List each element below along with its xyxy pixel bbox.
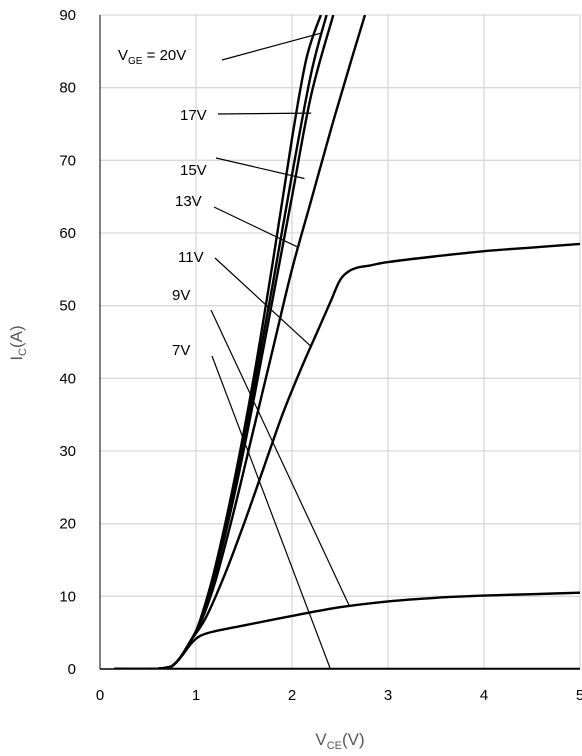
ann-15v-label: 15V — [180, 162, 207, 179]
ann-9v-label: 9V — [172, 287, 190, 304]
ann-20v-label: VGE = 20V — [118, 47, 186, 67]
x-tick-label: 4 — [480, 687, 488, 704]
y-tick-label: 60 — [59, 225, 76, 242]
x-tick-label: 2 — [288, 687, 296, 704]
ann-17v-leader — [217, 112, 312, 115]
y-tick-label: 10 — [59, 588, 76, 605]
ann-20v-leader — [221, 32, 321, 61]
x-tick-label: 1 — [192, 687, 200, 704]
series-line-11v — [114, 242, 581, 669]
y-tick-label: 50 — [59, 298, 76, 315]
y-tick-label: 0 — [68, 661, 76, 678]
ann-13v-leader — [213, 206, 299, 249]
y-tick-label: 20 — [59, 516, 76, 533]
series-line-13v — [114, 15, 367, 669]
y-tick-label: 30 — [59, 443, 76, 460]
x-tick-label: 5 — [576, 687, 582, 704]
ann-13v-label: 13V — [175, 193, 202, 210]
y-tick-label: 70 — [59, 152, 76, 169]
ann-9v-leader — [210, 309, 351, 607]
ann-7v-leader — [211, 355, 331, 670]
series-group — [114, 15, 581, 669]
ann-11v-leader — [214, 257, 311, 347]
y-axis-title: IC(A) — [7, 325, 29, 360]
ann-11v-label: 11V — [178, 249, 204, 266]
y-tick-label: 80 — [59, 80, 76, 97]
y-tick-label: 40 — [59, 370, 76, 387]
x-axis-title: VCE(V) — [315, 730, 364, 752]
ann-17v-label: 17V — [180, 107, 207, 124]
grid — [100, 14, 581, 669]
annotations: VGE = 20V 17V 15V 13V 11V 9V 7V — [118, 32, 351, 670]
ann-15v-leader — [215, 157, 305, 180]
series-line-9v — [114, 591, 581, 669]
ann-7v-label: 7V — [172, 342, 190, 359]
y-tick-label: 90 — [59, 7, 76, 24]
x-tick-label: 3 — [384, 687, 392, 704]
x-tick-label: 0 — [96, 687, 104, 704]
